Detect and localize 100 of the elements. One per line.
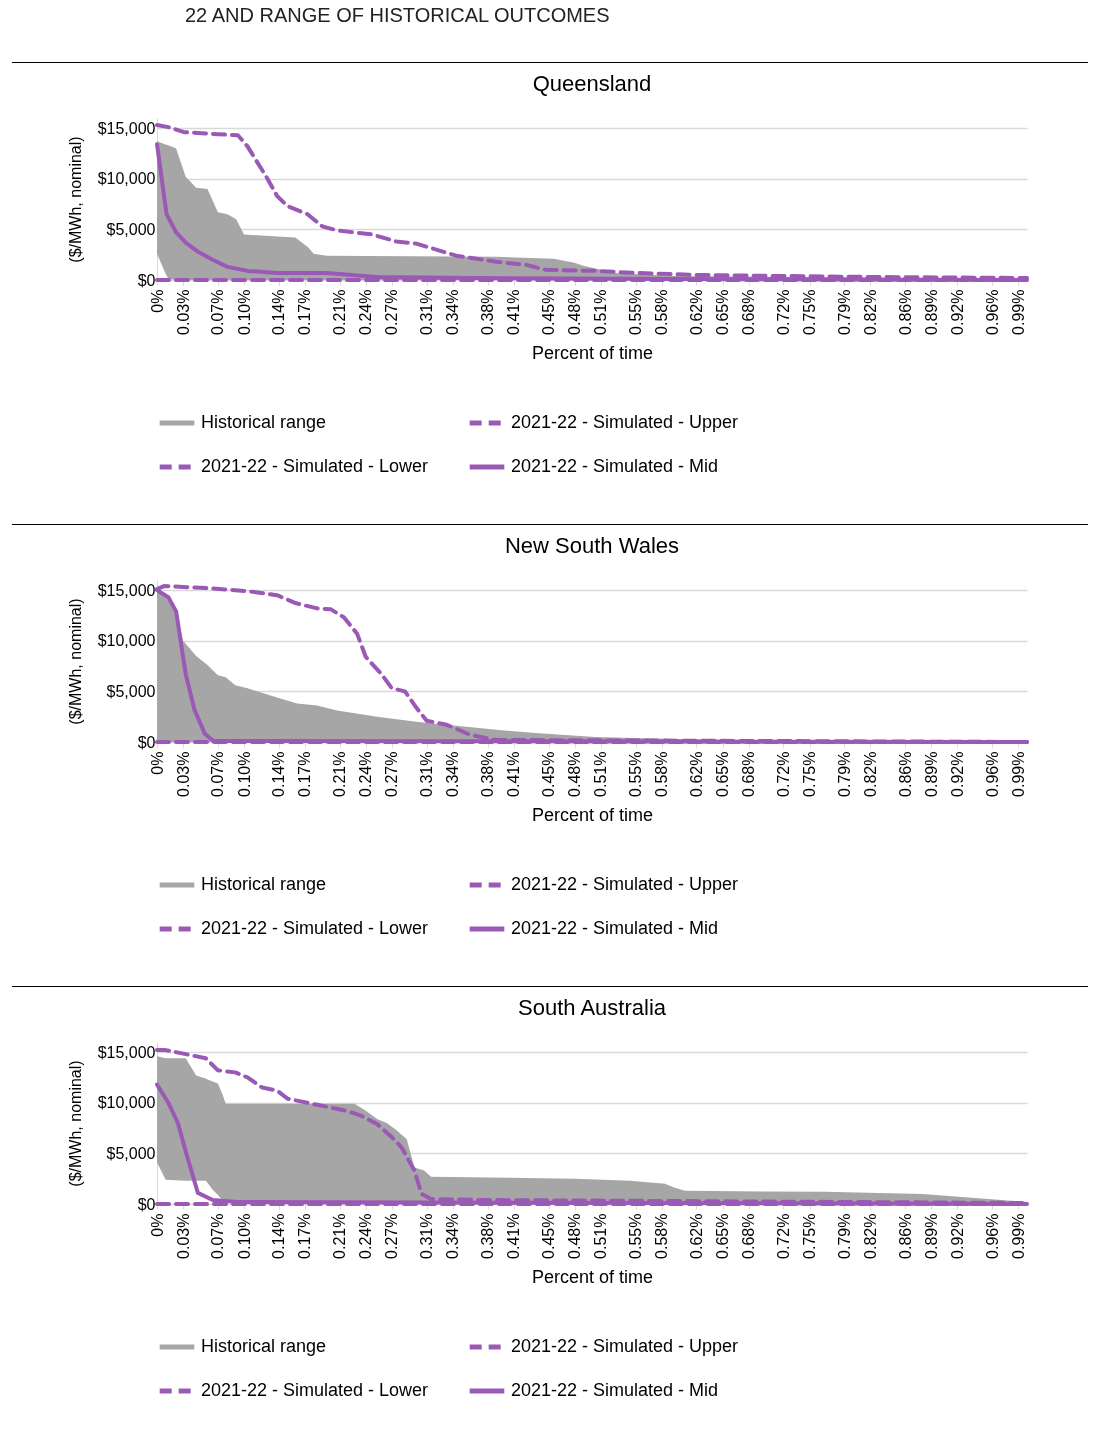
x-tick-label: 0.10% <box>235 751 253 797</box>
chart-title: Queensland <box>532 71 652 96</box>
x-tick-label: 0.89% <box>922 751 940 797</box>
legend-label: 2021-22 - Simulated - Mid <box>511 918 719 938</box>
x-tick-label: 0.07% <box>209 1213 227 1259</box>
y-axis-title: ($/MWh, nominal) <box>66 1060 84 1187</box>
x-tick-label: 0.27% <box>383 289 401 335</box>
x-tick-label: 0.38% <box>479 1213 497 1259</box>
text: 22 AND RANGE OF HISTORICAL OUTCOMES <box>185 4 610 27</box>
x-tick-label: 0.31% <box>418 289 436 335</box>
y-tick-label: $10,000 <box>97 170 156 188</box>
x-tick-label: 0.92% <box>948 289 966 335</box>
x-tick-label: 0.89% <box>922 289 940 335</box>
x-axis-title: Percent of time <box>531 342 654 363</box>
y-tick-label: $10,000 <box>97 1094 156 1112</box>
x-tick-label: 0.21% <box>331 289 349 335</box>
chart-title: South Australia <box>518 995 667 1020</box>
y-tick-label: $10,000 <box>97 632 156 650</box>
x-tick-label: 0.48% <box>566 751 584 797</box>
x-tick-label: 0.68% <box>740 751 758 797</box>
x-tick-label: 0% <box>148 751 166 775</box>
chart-title: New South Wales <box>504 533 680 558</box>
x-tick-label: 0.14% <box>270 1213 288 1259</box>
x-tick-label: 0.55% <box>627 751 644 797</box>
y-tick-label: $5,000 <box>106 682 156 700</box>
x-tick-label: 0.89% <box>922 1213 940 1259</box>
legend-label: Historical range <box>201 412 327 432</box>
legend-label: 2021-22 - Simulated - Upper <box>511 412 739 432</box>
x-tick-label: 0% <box>148 289 166 313</box>
x-tick-label: 0.45% <box>540 1213 557 1259</box>
y-tick-label: $15,000 <box>97 581 156 599</box>
x-tick-label: 0.45% <box>540 751 557 797</box>
x-tick-label: 0.79% <box>835 751 853 797</box>
x-tick-label: 0.82% <box>861 289 879 335</box>
x-tick-label: 0.24% <box>357 1213 375 1259</box>
x-tick-label: 0.62% <box>687 751 705 797</box>
x-tick-label: 0.72% <box>774 1213 792 1259</box>
x-tick-label: 0.34% <box>444 751 462 797</box>
x-tick-label: 0.31% <box>418 751 436 797</box>
x-tick-label: 0.55% <box>627 1213 644 1259</box>
x-tick-label: 0.75% <box>801 1213 818 1259</box>
x-tick-label: 0.92% <box>948 751 966 797</box>
x-tick-label: 0.75% <box>801 751 818 797</box>
x-tick-label: 0.99% <box>1009 1213 1027 1259</box>
x-tick-label: 0.45% <box>540 289 557 335</box>
x-tick-label: 0.62% <box>687 1213 705 1259</box>
x-tick-label: 0.07% <box>209 751 227 797</box>
x-tick-label: 0.48% <box>566 289 584 335</box>
y-tick-label: $0 <box>137 1195 156 1213</box>
x-tick-label: 0.51% <box>592 289 610 335</box>
x-tick-label: 0.79% <box>835 289 853 335</box>
x-tick-label: 0.31% <box>418 1213 436 1259</box>
legend-label: Historical range <box>201 1336 327 1356</box>
x-tick-label: 0.68% <box>740 289 758 335</box>
x-tick-label: 0.24% <box>357 751 375 797</box>
legend-label: 2021-22 - Simulated - Lower <box>201 918 429 938</box>
x-axis-title: Percent of time <box>531 804 654 825</box>
x-tick-label: 0.58% <box>653 751 671 797</box>
y-axis-title: ($/MWh, nominal) <box>66 136 84 263</box>
x-tick-label: 0.48% <box>566 1213 584 1259</box>
legend-label: Historical range <box>201 874 327 894</box>
x-tick-label: 0.96% <box>983 751 1001 797</box>
x-tick-label: 0.17% <box>296 751 314 797</box>
y-tick-label: $0 <box>137 271 156 289</box>
x-tick-label: 0.82% <box>861 751 879 797</box>
y-axis-title: ($/MWh, nominal) <box>66 598 84 725</box>
x-tick-label: 0.03% <box>174 751 192 797</box>
y-tick-label: $15,000 <box>97 119 156 137</box>
x-tick-label: 0.51% <box>592 751 610 797</box>
x-tick-label: 0.65% <box>714 751 731 797</box>
x-tick-label: 0.27% <box>383 751 401 797</box>
legend-label: 2021-22 - Simulated - Upper <box>511 874 739 894</box>
x-tick-label: 0.92% <box>948 1213 966 1259</box>
x-tick-label: 0.21% <box>331 751 349 797</box>
x-tick-label: 0.24% <box>357 289 375 335</box>
x-tick-label: 0.58% <box>653 1213 671 1259</box>
y-tick-label: $0 <box>137 733 156 751</box>
x-axis-title: Percent of time <box>531 1266 654 1287</box>
x-tick-label: 0.17% <box>296 1213 314 1259</box>
x-tick-label: 0.96% <box>983 289 1001 335</box>
x-tick-label: 0.65% <box>714 289 731 335</box>
x-tick-label: 0.07% <box>209 289 227 335</box>
x-tick-label: 0.72% <box>774 751 792 797</box>
x-tick-label: 0% <box>148 1213 166 1237</box>
legend-label: 2021-22 - Simulated - Mid <box>511 1380 719 1400</box>
x-tick-label: 0.75% <box>801 289 818 335</box>
x-tick-label: 0.41% <box>505 1213 523 1259</box>
y-tick-label: $15,000 <box>97 1043 156 1061</box>
legend-label: 2021-22 - Simulated - Mid <box>511 456 719 476</box>
x-tick-label: 0.96% <box>983 1213 1001 1259</box>
x-tick-label: 0.34% <box>444 289 462 335</box>
x-tick-label: 0.03% <box>174 1213 192 1259</box>
x-tick-label: 0.14% <box>270 751 288 797</box>
x-tick-label: 0.68% <box>740 1213 758 1259</box>
x-tick-label: 0.10% <box>235 1213 253 1259</box>
legend-label: 2021-22 - Simulated - Upper <box>511 1336 739 1356</box>
x-tick-label: 0.62% <box>687 289 705 335</box>
x-tick-label: 0.21% <box>331 1213 349 1259</box>
x-tick-label: 0.38% <box>479 751 497 797</box>
legend-label: 2021-22 - Simulated - Lower <box>201 456 429 476</box>
